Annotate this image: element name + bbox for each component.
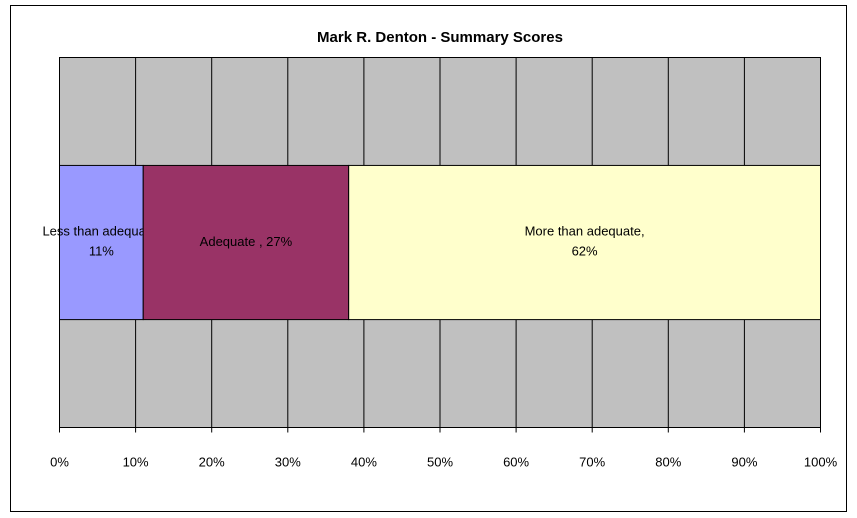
bar-segment [348, 164, 821, 321]
x-tick-label: 70% [579, 454, 605, 469]
data-label: Less than adequate, 11% [42, 224, 160, 259]
bar-segment [59, 164, 144, 321]
x-tick-label: 30% [275, 454, 301, 469]
x-tick-label: 0% [50, 454, 69, 469]
bar-segment [142, 164, 350, 321]
chart-title: Mark R. Denton - Summary Scores [317, 29, 563, 46]
x-tick-label: 100% [804, 454, 838, 469]
x-tick-label: 10% [123, 454, 149, 469]
x-tick-label: 40% [351, 454, 377, 469]
x-tick-label: 50% [427, 454, 453, 469]
x-tick-label: 60% [503, 454, 529, 469]
x-tick-label: 90% [731, 454, 757, 469]
data-label: More than adequate, 62% [525, 224, 645, 259]
x-tick-label: 80% [655, 454, 681, 469]
x-tick-label: 20% [199, 454, 225, 469]
data-label: Adequate , 27% [200, 234, 293, 249]
